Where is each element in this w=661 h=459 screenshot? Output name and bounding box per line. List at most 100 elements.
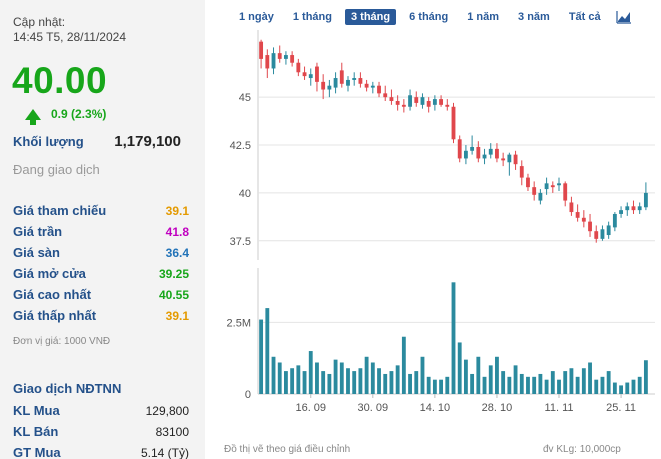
price-stats: Giá tham chiếu 39.1 Giá trần 41.8 Giá sà…	[13, 200, 189, 326]
candle-body	[284, 55, 288, 59]
tab-3-months[interactable]: 3 tháng	[344, 9, 397, 25]
quote-panel: Cập nhật: 14:45 T5, 28/11/2024 40.00 0.9…	[0, 0, 205, 459]
candle-body	[526, 177, 530, 188]
candle-body	[470, 146, 475, 151]
volume-bar	[346, 368, 350, 394]
candle-body	[346, 79, 350, 86]
current-price: 40.00	[12, 60, 108, 101]
stat-value: 41.8	[165, 224, 189, 239]
date-tick-label: 16. 09	[295, 402, 326, 414]
candle-body	[569, 202, 574, 213]
date-tick-label: 28. 10	[482, 402, 513, 414]
candle-body	[612, 213, 617, 228]
volume-bar	[544, 379, 549, 394]
stat-value: 39.1	[165, 203, 189, 218]
candle-body	[271, 53, 276, 69]
candle-body	[377, 85, 381, 94]
foreign-trading-title: Giao dịch NĐTNN	[13, 381, 122, 396]
candle-body	[370, 85, 375, 88]
volume-bar	[377, 368, 381, 394]
candle-body	[327, 85, 332, 90]
volume-bar	[395, 365, 400, 394]
volume-bar	[302, 371, 307, 394]
volume-bar	[557, 379, 561, 394]
tab-1-day[interactable]: 1 ngày	[239, 11, 274, 23]
candle-body	[588, 221, 592, 232]
candle-body	[414, 97, 419, 103]
candle-body	[290, 55, 295, 63]
volume-bar	[383, 373, 388, 394]
candle-body	[457, 139, 462, 159]
price-tick-label: 40	[239, 188, 251, 200]
chart-axis-labels: 45 42.5 40 37.5 2.5M 0 16. 09 30. 09 14. 10 28. 1…	[227, 92, 636, 414]
price-unit-note: Đơn vị giá: 1000 VNĐ	[13, 336, 111, 347]
volume-bar	[414, 371, 419, 394]
volume-bar	[538, 373, 543, 394]
volume-bar	[290, 368, 295, 394]
candle-body	[476, 146, 481, 159]
candle-body	[557, 183, 561, 186]
tab-6-months[interactable]: 6 tháng	[409, 11, 449, 23]
volume-bar	[575, 376, 580, 394]
foreign-label: GT Mua	[13, 445, 61, 459]
stat-value: 36.4	[165, 245, 189, 260]
tab-1-year[interactable]: 1 năm	[467, 11, 500, 23]
volume-bar	[315, 362, 319, 394]
volume-bar	[401, 336, 406, 394]
price-change: 0.9 (2.3%)	[25, 107, 106, 125]
date-tick-label: 30. 09	[358, 402, 389, 414]
volume-bar	[519, 373, 524, 394]
date-tick-label: 25. 11	[606, 402, 636, 414]
candle-body	[643, 192, 648, 208]
tab-all[interactable]: Tất cả	[568, 11, 601, 23]
volume-bar	[606, 371, 611, 394]
stat-row-reference: Giá tham chiếu 39.1	[13, 200, 189, 221]
volume-bar	[308, 351, 313, 394]
price-tick-label: 45	[239, 92, 251, 104]
stat-value: 40.55	[158, 287, 189, 302]
price-volume-chart: 45 42.5 40 37.5 2.5M 0 16. 09 30. 09 14. 10 28. 1…	[227, 30, 655, 414]
candle-body	[538, 192, 543, 201]
foreign-value: 129,800	[145, 403, 189, 418]
volume-label: Khối lượng	[13, 134, 84, 149]
candle-body	[600, 229, 605, 239]
volume-tick-label: 0	[245, 389, 251, 401]
volume-series	[259, 282, 648, 394]
volume-bar	[532, 376, 537, 394]
candle-body	[532, 187, 537, 195]
tab-1-month[interactable]: 1 tháng	[292, 11, 332, 23]
date-tick-label: 14. 10	[420, 402, 451, 414]
volume-bar	[259, 319, 264, 394]
volume-bar	[513, 365, 518, 394]
stat-row-low: Giá thấp nhất 39.1	[13, 305, 189, 326]
volume-bar	[426, 376, 431, 394]
line-chart-icon[interactable]	[615, 10, 632, 24]
volume-bar	[284, 371, 288, 394]
candle-body	[426, 101, 431, 107]
volume-bar	[327, 373, 332, 394]
volume-bar	[594, 379, 599, 394]
range-tabs: 1 ngày 1 tháng 3 tháng 6 tháng 1 năm 3 n…	[233, 7, 632, 27]
volume-bar	[625, 382, 630, 394]
candle-body	[339, 70, 344, 84]
candle-body	[519, 166, 524, 178]
volume-bar	[619, 385, 623, 394]
volume-bar	[358, 368, 363, 394]
volume-bar	[451, 282, 456, 394]
stat-label: Giá sàn	[13, 245, 60, 260]
candle-body	[352, 78, 357, 80]
candle-body	[321, 81, 326, 90]
volume-bar	[526, 376, 530, 394]
volume-value: 1,179,100	[114, 133, 181, 150]
tab-3-years[interactable]: 3 năm	[518, 11, 550, 23]
candle-body	[495, 148, 499, 159]
candle-body	[488, 148, 493, 155]
updated-time: 14:45 T5, 28/11/2024	[13, 30, 126, 44]
volume-bar	[563, 371, 568, 394]
foreign-value: 5.14 (Tỷ)	[140, 445, 189, 459]
candle-body	[482, 154, 487, 159]
volume-bar	[550, 371, 555, 394]
foreign-row-sell-volume: KL Bán 83100	[13, 421, 189, 442]
candle-body	[619, 210, 623, 214]
foreign-label: KL Bán	[13, 424, 59, 439]
